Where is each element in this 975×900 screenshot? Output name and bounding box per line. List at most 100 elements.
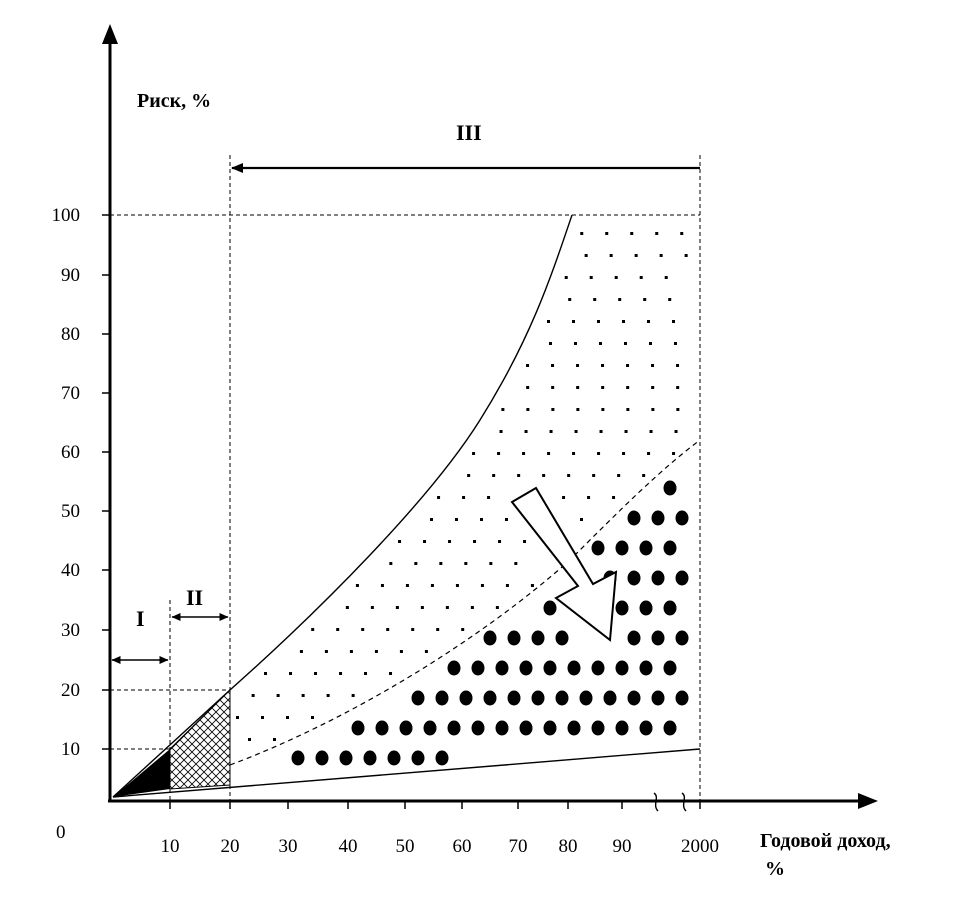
small-dot [504, 518, 508, 521]
small-dot [473, 540, 477, 543]
small-dot [547, 320, 551, 323]
small-dot [622, 452, 626, 455]
zone-1-label: I [136, 606, 145, 631]
large-dot [519, 720, 533, 736]
large-dot [567, 660, 581, 676]
large-dot [387, 750, 401, 766]
small-dot [264, 672, 268, 675]
large-dot [579, 690, 593, 706]
small-dot [647, 320, 651, 323]
small-dot [351, 694, 355, 697]
small-dot [551, 408, 555, 411]
small-dot [349, 650, 353, 653]
y-tick-label: 100 [52, 205, 81, 226]
small-dot [572, 320, 576, 323]
small-dot [414, 562, 418, 565]
small-dot [311, 628, 315, 631]
y-axis-ticks [102, 214, 110, 750]
large-dot [651, 630, 665, 646]
small-dot [380, 584, 384, 587]
small-dot [236, 716, 239, 719]
large-dot [363, 750, 377, 766]
small-dot [614, 276, 618, 279]
small-dot [597, 452, 601, 455]
small-dot [448, 540, 452, 543]
small-dot [579, 518, 583, 521]
large-dot [447, 720, 461, 736]
x-axis-title-line1: Годовой доход, [760, 830, 891, 852]
small-dot [495, 606, 499, 609]
small-dot [576, 408, 580, 411]
small-dot [609, 254, 613, 257]
boundary-lines [112, 214, 701, 798]
small-dot [355, 584, 359, 587]
x-tick-label: 30 [279, 836, 298, 857]
small-dot [497, 452, 501, 455]
trend-arrow [510, 486, 618, 642]
small-dot [664, 276, 668, 279]
large-dot [315, 750, 329, 766]
small-dot [547, 452, 551, 455]
small-dot [672, 320, 676, 323]
y-tick-label: 60 [61, 442, 80, 463]
large-dot [675, 510, 689, 526]
small-dot [674, 430, 678, 433]
small-dot [423, 540, 427, 543]
small-dot [551, 364, 555, 367]
large-dot [483, 690, 497, 706]
small-dot [643, 298, 647, 301]
large-dot [663, 720, 677, 736]
large-dot [543, 720, 557, 736]
small-dot [622, 320, 626, 323]
large-dot [399, 720, 413, 736]
small-dot [429, 518, 433, 521]
large-dot [423, 720, 437, 736]
small-dot [445, 606, 449, 609]
small-dot [364, 672, 368, 675]
small-dot [430, 584, 434, 587]
small-dot [587, 496, 591, 499]
large-dot [591, 540, 605, 556]
small-dot [647, 452, 651, 455]
large-dot [471, 720, 485, 736]
zone-2-fill [169, 688, 231, 790]
y-tick-label: 90 [61, 265, 80, 286]
small-dot [651, 386, 655, 389]
small-dot [526, 408, 530, 411]
small-dot [659, 254, 663, 257]
y-tick-label: 40 [61, 560, 80, 581]
zone-1-fill [113, 749, 170, 797]
small-dot [523, 540, 527, 543]
zone-2-label: II [186, 585, 203, 610]
small-dot [572, 452, 576, 455]
large-dot [639, 660, 653, 676]
small-dot [676, 364, 680, 367]
large-dot [639, 540, 653, 556]
small-dot [599, 430, 603, 433]
small-dot [437, 496, 441, 499]
small-dot [514, 562, 518, 565]
small-dot [461, 628, 465, 631]
small-dot [526, 364, 530, 367]
small-dot [505, 584, 509, 587]
large-dot [615, 600, 629, 616]
large-dot [627, 690, 641, 706]
large-dot [627, 510, 641, 526]
large-dot [339, 750, 353, 766]
large-dot [639, 600, 653, 616]
small-dot [374, 650, 378, 653]
large-dot [531, 630, 545, 646]
small-dot [479, 518, 483, 521]
large-dot [603, 690, 617, 706]
small-dot [593, 298, 597, 301]
small-dot [324, 650, 328, 653]
large-dot [459, 690, 473, 706]
small-dot [580, 232, 584, 235]
small-dot [339, 672, 343, 675]
small-dot [530, 584, 534, 587]
y-axis-title: Риск, % [137, 90, 211, 112]
large-dot [591, 720, 605, 736]
large-dot [675, 570, 689, 586]
small-dot [467, 474, 471, 477]
small-dot [564, 276, 568, 279]
